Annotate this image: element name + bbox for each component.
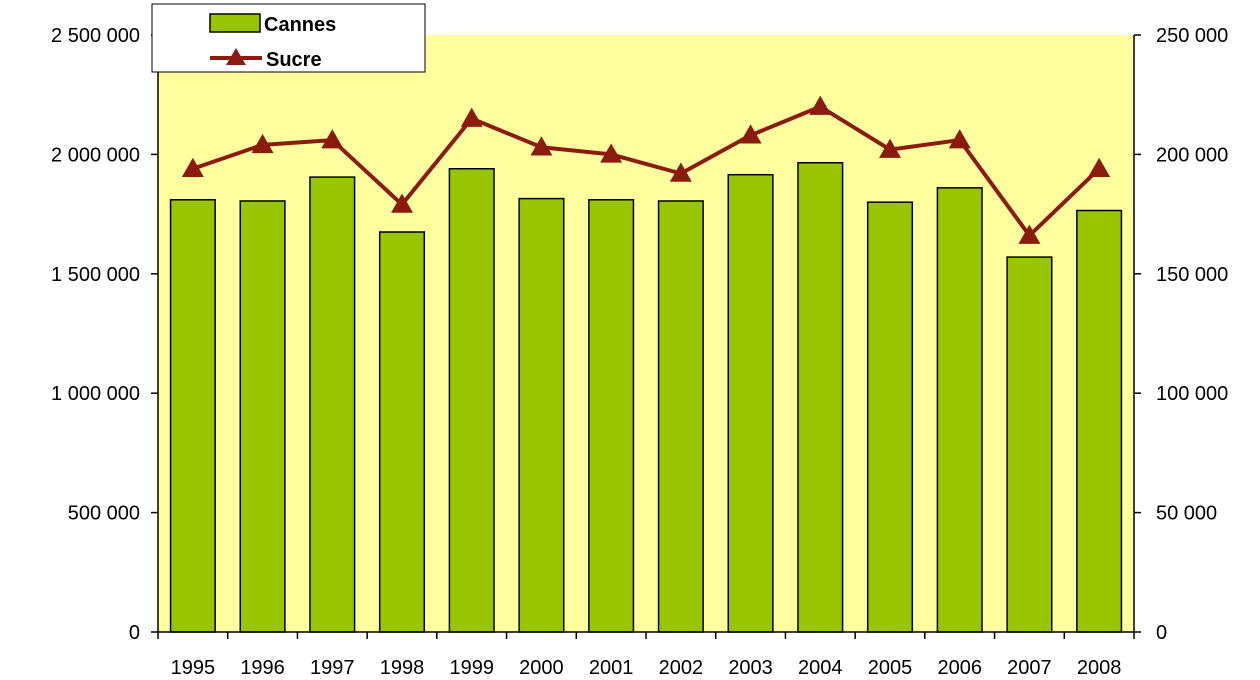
marker-sucre-2003 bbox=[739, 124, 762, 144]
left-tick-label: 1 000 000 bbox=[51, 383, 140, 405]
bar-cannes-1998 bbox=[378, 231, 426, 633]
left-tick-label: 0 bbox=[129, 622, 140, 644]
x-tick-label: 1996 bbox=[240, 657, 285, 679]
bar-cannes-2001 bbox=[588, 199, 635, 633]
marker-sucre-2000 bbox=[530, 136, 553, 156]
left-tick-label: 2 000 000 bbox=[51, 144, 140, 166]
line-sucre bbox=[192, 104, 1101, 238]
x-tick-label: 1997 bbox=[310, 657, 355, 679]
bar-cannes-2007 bbox=[1006, 256, 1053, 633]
marker-sucre-1997 bbox=[321, 129, 344, 149]
right-axis-ticks: 0 50 000 100 000 150 000 200 000 250 000 bbox=[1134, 25, 1228, 644]
marker-sucre-1998 bbox=[391, 193, 413, 213]
x-tick-label: 1998 bbox=[380, 657, 425, 679]
left-axis-ticks: 0 500 000 1 000 000 1 500 000 2 000 000 2 500… bbox=[51, 25, 158, 644]
x-tick-label: 1995 bbox=[171, 657, 216, 679]
bar-cannes-2006 bbox=[936, 187, 983, 633]
right-tick-label: 100 000 bbox=[1156, 383, 1228, 405]
bar-cannes-2000 bbox=[518, 197, 565, 633]
x-tick-label: 2007 bbox=[1007, 657, 1052, 679]
right-tick-label: 200 000 bbox=[1156, 144, 1228, 166]
legend-swatch-cannes bbox=[209, 13, 261, 33]
x-tick-label: 2003 bbox=[728, 657, 773, 679]
marker-sucre-2002 bbox=[669, 162, 692, 182]
right-tick-label: 150 000 bbox=[1156, 264, 1228, 286]
legend-marker-sucre bbox=[226, 48, 246, 65]
legend-label-cannes: Cannes bbox=[264, 14, 336, 36]
bar-cannes-1997 bbox=[309, 176, 356, 633]
x-tick-label: 2008 bbox=[1077, 657, 1122, 679]
bar-cannes-2003 bbox=[727, 173, 774, 633]
x-tick-label: 2001 bbox=[589, 657, 634, 679]
marker-sucre-2001 bbox=[600, 143, 623, 163]
marker-sucre-1996 bbox=[251, 133, 274, 154]
bar-cannes-1996 bbox=[239, 200, 286, 633]
legend: Cannes Sucre bbox=[151, 3, 426, 73]
bar-cannes-2005 bbox=[866, 201, 914, 633]
plot-area bbox=[158, 35, 1134, 632]
x-tick-label: 1999 bbox=[449, 657, 494, 679]
x-tick-label: 2002 bbox=[659, 657, 704, 679]
line-series-group bbox=[181, 95, 1111, 244]
right-tick-label: 50 000 bbox=[1156, 503, 1217, 525]
left-tick-label: 500 000 bbox=[68, 503, 140, 525]
marker-sucre-2004 bbox=[809, 95, 832, 115]
marker-sucre-2008 bbox=[1088, 157, 1111, 177]
marker-sucre-1999 bbox=[460, 107, 483, 127]
bar-cannes-2004 bbox=[797, 162, 844, 633]
legend-box bbox=[151, 3, 426, 73]
marker-sucre-2006 bbox=[948, 129, 971, 149]
x-axis-ticks: 1995 1996 1997 1998 1999 2000 2001 2002 2003 2004… bbox=[157, 632, 1135, 679]
left-tick-label: 1 500 000 bbox=[51, 264, 140, 286]
marker-sucre-2005 bbox=[879, 138, 901, 158]
x-tick-label: 2004 bbox=[798, 657, 843, 679]
x-tick-label: 2006 bbox=[937, 657, 982, 679]
bar-cannes-2008 bbox=[1076, 209, 1123, 633]
right-tick-label: 250 000 bbox=[1156, 25, 1228, 47]
bar-cannes-1999 bbox=[448, 167, 495, 633]
legend-label-sucre: Sucre bbox=[266, 49, 322, 71]
x-tick-label: 2000 bbox=[519, 657, 564, 679]
bar-cannes-2002 bbox=[657, 200, 704, 633]
marker-sucre-1995 bbox=[181, 157, 204, 177]
marker-sucre-2007 bbox=[1018, 224, 1041, 244]
bar-series-group bbox=[169, 162, 1123, 633]
bar-cannes-1995 bbox=[169, 199, 216, 633]
right-tick-label: 0 bbox=[1156, 622, 1167, 644]
left-tick-label: 2 500 000 bbox=[51, 25, 140, 47]
x-tick-label: 2005 bbox=[868, 657, 913, 679]
